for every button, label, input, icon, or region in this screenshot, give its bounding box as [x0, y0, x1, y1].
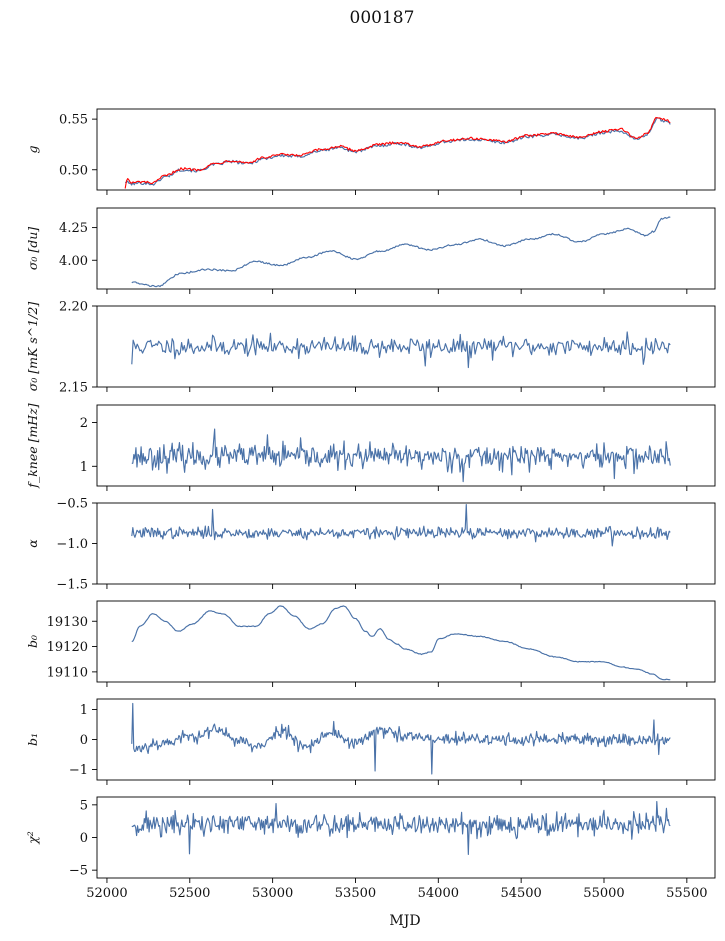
- panel-2-frame: [96, 207, 716, 290]
- panel-1-ytick-label: 0.55: [59, 113, 88, 128]
- panel-6-frame: [96, 600, 716, 683]
- panel-2-ylabel: σ₀ [du]: [25, 227, 40, 270]
- panel-2-ytick-label: 4.25: [59, 221, 88, 236]
- figure-title: 000187: [350, 8, 415, 28]
- panel-5-series-1: [131, 504, 671, 547]
- panel-1-ylabel: g: [25, 145, 40, 153]
- panel-6-ylabel: b₀: [25, 635, 40, 648]
- panel-6-series-1: [131, 605, 671, 681]
- xtick-label: 53000: [252, 886, 293, 901]
- panel-1-frame: [96, 108, 716, 191]
- panel-1-series-2: [124, 116, 671, 189]
- panel-3: 2.15 2.20 σ₀ [mK s^1/2]: [25, 300, 716, 396]
- panel-6: 19110 19120 19130 b₀: [25, 600, 716, 687]
- panel-5-frame: [96, 502, 716, 585]
- panel-1-series-1: [125, 117, 671, 186]
- panel-8-ytick-label: −5: [69, 864, 88, 879]
- panel-3-frame: [96, 305, 716, 388]
- panel-6-ytick-label: 19110: [47, 665, 88, 680]
- xtick-label: 55000: [583, 886, 624, 901]
- panel-7-ytick-label: 0: [80, 733, 88, 748]
- panel-7-ytick-label: 1: [80, 703, 88, 718]
- panel-4-frame: [96, 404, 716, 487]
- panel-5: −1.5 −1.0 −0.5 α: [25, 497, 716, 593]
- panel-8-ytick-label: 5: [80, 798, 88, 813]
- panel-5-ytick-label: −1.5: [56, 578, 88, 593]
- xtick-label: 52500: [169, 886, 210, 901]
- panel-5-ylabel: α: [25, 539, 40, 548]
- xtick-label: 54500: [500, 886, 541, 901]
- panel-7-series-1: [131, 702, 671, 775]
- panel-7: −1 0 1 b₁: [25, 698, 716, 785]
- panel-5-ytick-label: −0.5: [56, 497, 88, 512]
- panel-3-series-1: [131, 331, 671, 369]
- xtick-label: 52000: [86, 886, 127, 901]
- panels: 0.50 0.55 g 4.00 4.25 σ₀ [du] 2.15 2.20 σ₀ [mK s…: [25, 108, 716, 901]
- panel-7-ytick-label: −1: [69, 763, 88, 778]
- panel-2-series-1: [131, 216, 671, 288]
- panel-2: 4.00 4.25 σ₀ [du]: [25, 207, 716, 294]
- panel-8-series-1: [131, 800, 671, 856]
- x-axis-label: MJD: [389, 913, 420, 929]
- panel-1-ytick-label: 0.50: [59, 163, 88, 178]
- panel-1: 0.50 0.55 g: [25, 108, 716, 195]
- panel-4: 1 2 f_knee [mHz]: [25, 403, 716, 491]
- xtick-label: 55500: [666, 886, 707, 901]
- xtick-label: 53500: [335, 886, 376, 901]
- panel-7-ylabel: b₁: [25, 733, 40, 746]
- panel-3-ytick-label: 2.20: [59, 300, 88, 315]
- panel-3-ylabel: σ₀ [mK s^1/2]: [25, 302, 40, 392]
- panel-2-ytick-label: 4.00: [59, 254, 88, 269]
- xtick-label: 54000: [418, 886, 459, 901]
- panel-8: −5 0 5 52000 52500 53000 53500 54000 54500 55000 5…: [25, 796, 716, 901]
- panel-3-ytick-label: 2.15: [59, 381, 88, 396]
- panel-8-ylabel: χ²: [25, 831, 40, 845]
- panel-6-ytick-label: 19120: [47, 640, 88, 655]
- panel-4-ylabel: f_knee [mHz]: [25, 403, 40, 488]
- panel-4-ytick-label: 1: [80, 460, 88, 475]
- panel-4-series-1: [131, 428, 671, 483]
- panel-6-ytick-label: 19130: [47, 615, 88, 630]
- panel-4-ytick-label: 2: [80, 416, 88, 431]
- panel-8-ytick-label: 0: [80, 831, 88, 846]
- panel-5-ytick-label: −1.0: [56, 537, 88, 552]
